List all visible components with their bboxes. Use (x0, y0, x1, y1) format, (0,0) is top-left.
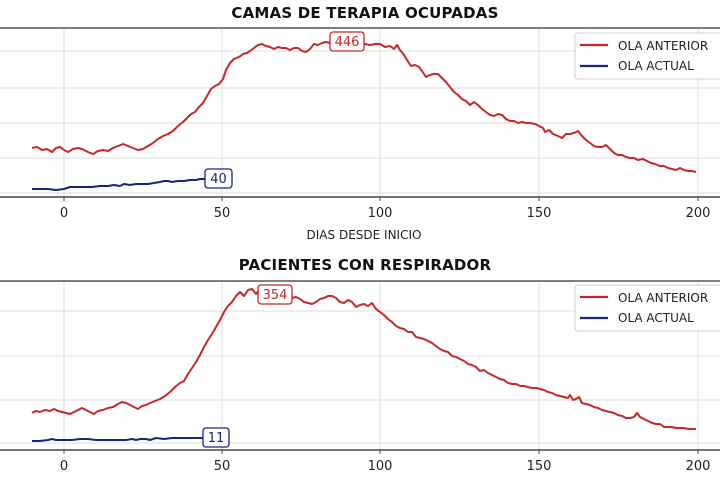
x-tick: 0 (60, 206, 68, 221)
peak-value-label: 354 (263, 288, 288, 303)
legend-top: OLA ANTERIOR OLA ACTUAL (574, 32, 720, 80)
current-value-label: 40 (210, 172, 227, 187)
x-tick: 50 (214, 206, 231, 221)
legend-label-actual: OLA ACTUAL (618, 59, 694, 73)
series-ola-actual-top (32, 178, 205, 191)
series-ola-actual-bottom (32, 437, 205, 442)
x-tick: 150 (527, 459, 552, 474)
x-tick: 0 (60, 459, 68, 474)
x-tick: 100 (368, 459, 393, 474)
annotation-current-bottom: 11 (202, 427, 230, 448)
chart-title-bottom: PACIENTES CON RESPIRADOR (238, 256, 492, 274)
annotation-peak-top: 446 (329, 31, 365, 52)
chart-title-top: CAMAS DE TERAPIA OCUPADAS (231, 4, 499, 22)
x-tick: 100 (368, 206, 393, 221)
x-axis-label: DIAS DESDE INICIO (307, 228, 422, 242)
chart-top: 0 50 100 150 200 DIAS DESDE INICIO 446 4… (0, 27, 720, 242)
chart-bottom: 0 50 100 150 200 354 11 OLA ANTERIOR OLA… (0, 280, 720, 474)
x-tick: 50 (214, 459, 231, 474)
legend-bottom: OLA ANTERIOR OLA ACTUAL (574, 284, 720, 332)
x-tick: 150 (527, 206, 552, 221)
legend-label-actual: OLA ACTUAL (618, 311, 694, 325)
series-ola-anterior-top (31, 40, 697, 173)
annotation-peak-bottom: 354 (257, 284, 293, 305)
legend-label-anterior: OLA ANTERIOR (618, 291, 708, 305)
x-tick: 200 (686, 459, 711, 474)
annotation-current-top: 40 (204, 168, 233, 189)
current-value-label: 11 (208, 431, 225, 446)
legend-label-anterior: OLA ANTERIOR (618, 39, 708, 53)
x-tick: 200 (686, 206, 711, 221)
peak-value-label: 446 (335, 35, 360, 50)
series-ola-anterior-bottom (31, 288, 696, 430)
